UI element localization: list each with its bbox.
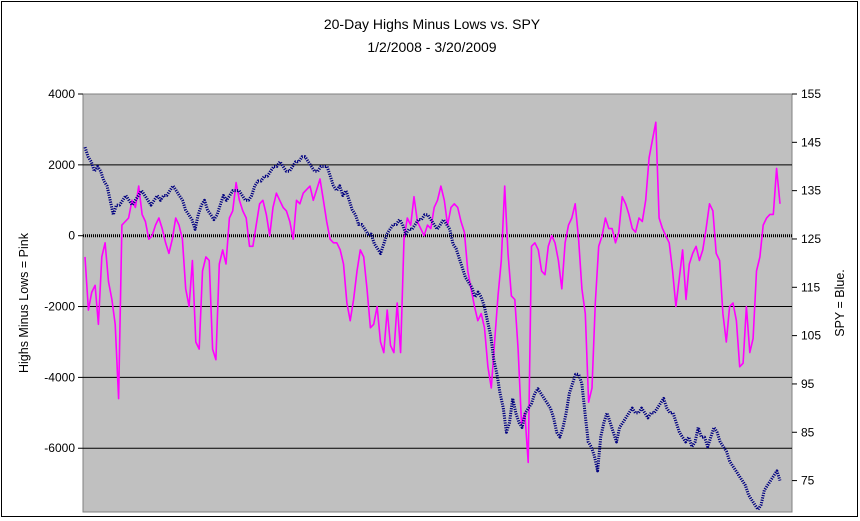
y-axis-label: Highs Minus Lows = Pink bbox=[17, 232, 31, 373]
y2-tick-label: 125 bbox=[801, 232, 821, 246]
y2-tick-label: 75 bbox=[801, 474, 815, 488]
y-tick-label: -6000 bbox=[44, 441, 75, 455]
y-tick-label: -2000 bbox=[44, 300, 75, 314]
y2-tick-label: 85 bbox=[801, 425, 815, 439]
y-tick-label: 2000 bbox=[48, 158, 75, 172]
chart-subtitle: 1/2/2008 - 3/20/2009 bbox=[367, 39, 496, 55]
series-layer bbox=[83, 121, 782, 512]
y-tick-label: -4000 bbox=[44, 370, 75, 384]
series-line-spy bbox=[83, 146, 782, 512]
y2-tick-label: 145 bbox=[801, 135, 821, 149]
y2-tick-label: 155 bbox=[801, 87, 821, 101]
y2-tick-label: 105 bbox=[801, 329, 821, 343]
y2-tick-label: 135 bbox=[801, 184, 821, 198]
chart-title: 20-Day Highs Minus Lows vs. SPY bbox=[324, 16, 541, 32]
y-tick-label: 0 bbox=[68, 229, 75, 243]
y2-tick-label: 115 bbox=[801, 280, 820, 294]
right-axis: 155 145 135 125 115 105 95 85 75 bbox=[792, 87, 821, 488]
left-axis: 4000 2000 0 -2000 -4000 -6000 bbox=[44, 87, 83, 455]
y-tick-label: 4000 bbox=[48, 87, 75, 101]
y2-tick-label: 95 bbox=[801, 377, 815, 391]
series-line-highs-minus-lows bbox=[84, 121, 781, 464]
y2-axis-label: SPY = Blue. bbox=[833, 269, 847, 337]
